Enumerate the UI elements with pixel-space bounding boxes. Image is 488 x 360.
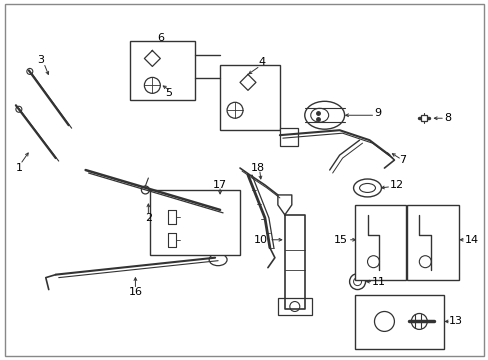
Ellipse shape xyxy=(359,184,375,193)
Text: 2: 2 xyxy=(144,213,152,223)
Circle shape xyxy=(410,314,427,329)
Circle shape xyxy=(367,256,379,268)
Text: 10: 10 xyxy=(253,235,267,245)
Text: 5: 5 xyxy=(164,88,171,98)
Bar xyxy=(354,294,443,349)
Bar xyxy=(220,66,279,130)
Text: 9: 9 xyxy=(374,108,381,118)
Ellipse shape xyxy=(304,101,344,129)
Text: 8: 8 xyxy=(443,113,450,123)
Circle shape xyxy=(289,302,299,311)
Text: 13: 13 xyxy=(448,316,462,327)
Text: 12: 12 xyxy=(388,180,403,190)
Text: 15: 15 xyxy=(333,235,347,245)
Bar xyxy=(407,205,458,280)
Circle shape xyxy=(27,68,33,75)
Ellipse shape xyxy=(209,254,226,266)
Text: 14: 14 xyxy=(464,235,478,245)
Circle shape xyxy=(353,278,361,285)
Circle shape xyxy=(141,186,149,194)
Circle shape xyxy=(144,77,160,93)
Bar xyxy=(130,41,195,100)
Circle shape xyxy=(16,106,22,112)
Text: 18: 18 xyxy=(250,163,264,173)
Bar xyxy=(279,128,297,146)
Text: 6: 6 xyxy=(157,32,163,42)
Circle shape xyxy=(349,274,365,289)
Ellipse shape xyxy=(353,179,381,197)
Text: 11: 11 xyxy=(371,276,385,287)
Text: 7: 7 xyxy=(399,155,406,165)
Bar xyxy=(277,298,311,315)
Text: 3: 3 xyxy=(37,55,44,66)
Text: 1: 1 xyxy=(15,163,22,173)
Text: 4: 4 xyxy=(258,58,265,67)
Bar xyxy=(150,190,240,255)
Text: 16: 16 xyxy=(128,287,142,297)
Circle shape xyxy=(374,311,394,332)
Text: 17: 17 xyxy=(213,180,227,190)
Bar xyxy=(354,205,406,280)
Circle shape xyxy=(419,256,430,268)
Ellipse shape xyxy=(310,108,328,122)
Circle shape xyxy=(226,102,243,118)
